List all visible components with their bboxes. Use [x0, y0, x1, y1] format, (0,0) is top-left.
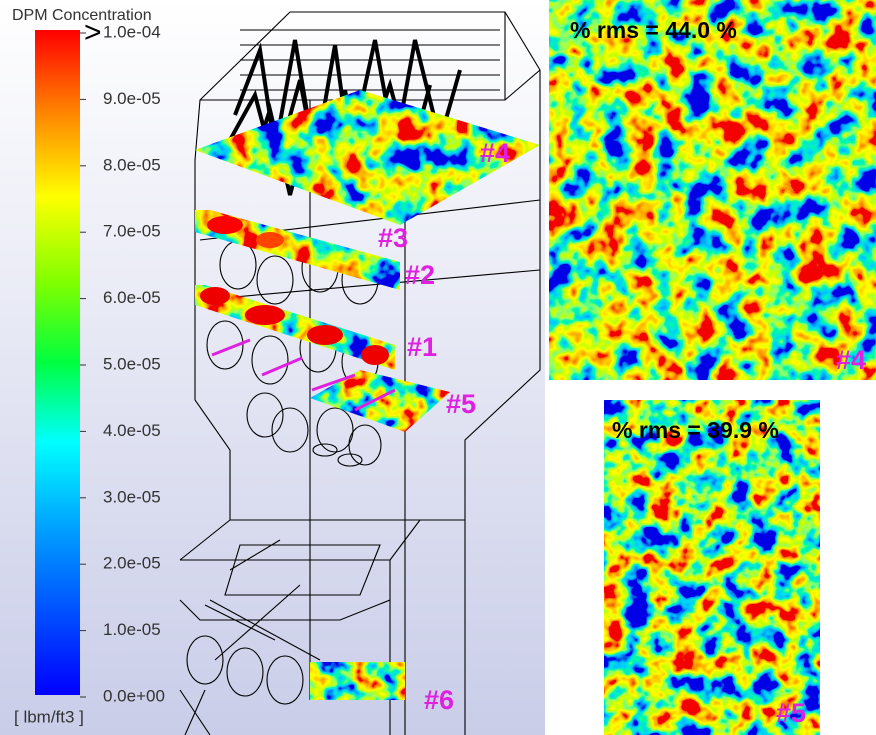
colorbar	[35, 30, 80, 695]
panel-label: #5	[776, 698, 806, 728]
over-symbol: >	[84, 16, 102, 49]
background	[0, 0, 545, 735]
contour-panel-5	[604, 400, 820, 735]
hot-spot	[361, 345, 389, 365]
tick-label: 2.0e-05	[103, 554, 161, 573]
plane-label: #4	[480, 138, 510, 168]
hot-spot	[200, 287, 230, 305]
plane-label: #2	[405, 260, 435, 290]
colorbar-unit: [ lbm/ft3 ]	[14, 707, 84, 726]
plane-label: #3	[378, 223, 408, 253]
rms-label: % rms = 39.9 %	[612, 417, 779, 443]
hot-spot	[207, 216, 243, 234]
tick-label: 1.0e-05	[103, 620, 161, 639]
hot-spot	[307, 325, 343, 345]
figure: DPM Concentration > 1.0e-049.0e-058.0e-0…	[0, 0, 876, 735]
tick-label: 6.0e-05	[103, 288, 161, 307]
plane-6	[310, 662, 405, 700]
tick-label: 4.0e-05	[103, 421, 161, 440]
tick-label: 1.0e-04	[103, 22, 161, 41]
hot-spot	[245, 305, 285, 325]
hot-spot	[256, 232, 284, 248]
plane-label: #5	[446, 389, 476, 419]
rms-label: % rms = 44.0 %	[570, 17, 737, 43]
plane-label: #1	[407, 332, 437, 362]
contour-panel-4	[549, 0, 876, 380]
tick-label: 7.0e-05	[103, 222, 161, 241]
tick-label: 9.0e-05	[103, 89, 161, 108]
tick-label: 5.0e-05	[103, 354, 161, 373]
tick-label: 8.0e-05	[103, 155, 161, 174]
tick-label: 0.0e+00	[103, 686, 165, 705]
panel-label: #4	[836, 345, 866, 375]
plane-label: #6	[424, 685, 454, 715]
tick-label: 3.0e-05	[103, 487, 161, 506]
